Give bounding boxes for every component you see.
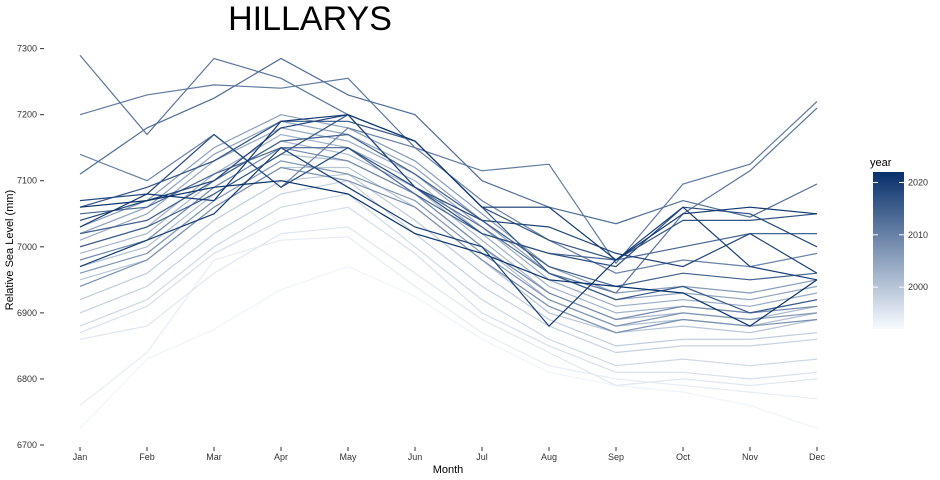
series-line-1996 [79, 206, 818, 380]
x-tick-label: Feb [139, 452, 155, 462]
series-line-2005 [79, 120, 818, 301]
series-line-2012 [79, 54, 818, 294]
x-tick-label: Jan [73, 452, 88, 462]
legend-colorbar [873, 172, 904, 329]
series-line-2021 [79, 114, 818, 261]
y-axis: 6700 6800 6900 7000 7100 7200 7300 [17, 44, 44, 450]
series-line-2006 [79, 114, 818, 294]
x-axis: Jan Feb Mar Apr May Jun Jul Aug Sep Oct Nov Dec [73, 447, 826, 462]
series-line-2018 [79, 133, 818, 268]
series-line-1999 [79, 173, 818, 347]
y-tick-label: 7200 [17, 110, 37, 120]
chart-title: HILLARYS [228, 0, 392, 38]
x-tick-label: Sep [608, 452, 624, 462]
y-tick-label: 6800 [17, 374, 37, 384]
series-lines [79, 54, 818, 430]
x-tick-label: Dec [809, 452, 826, 462]
legend-ticks: 2000 2010 2020 [873, 177, 928, 292]
x-tick-label: Oct [676, 452, 691, 462]
series-line-2014 [79, 147, 817, 261]
legend: year 2000 2010 2020 [870, 157, 928, 329]
x-tick-label: Nov [742, 452, 759, 462]
series-line-1997 [79, 193, 818, 367]
series-line-2009 [79, 147, 818, 321]
y-axis-title: Relative Sea Level (mm) [4, 190, 16, 310]
x-tick-label: Aug [541, 452, 557, 462]
y-tick-label: 7000 [17, 242, 37, 252]
legend-tick-label: 2010 [908, 230, 928, 240]
legend-title: year [870, 157, 892, 169]
series-line-1998 [79, 180, 818, 354]
series-line-2020 [79, 146, 818, 327]
x-tick-label: Mar [206, 452, 222, 462]
series-line-2004 [79, 127, 818, 307]
x-tick-label: Jun [408, 452, 423, 462]
series-line-2011 [79, 77, 818, 265]
series-line-1995 [79, 226, 818, 387]
series-line-2013 [79, 57, 818, 225]
series-line-1993 [79, 265, 818, 430]
y-tick-label: 7100 [17, 176, 37, 186]
y-tick-label: 6900 [17, 308, 37, 318]
series-line-2015 [79, 133, 818, 288]
y-tick-label: 6700 [17, 440, 37, 450]
x-axis-title: Month [433, 464, 464, 476]
x-tick-label: Apr [274, 452, 288, 462]
series-line-2022 [79, 180, 818, 327]
series-line-2008 [79, 166, 818, 334]
series-line-1994 [79, 236, 818, 406]
x-tick-label: May [339, 452, 357, 462]
x-tick-label: Jul [476, 452, 488, 462]
legend-tick-label: 2000 [908, 282, 928, 292]
legend-tick-label: 2020 [908, 177, 928, 187]
y-tick-label: 7300 [17, 44, 37, 54]
series-line-2003 [79, 133, 818, 314]
series-line-2019 [79, 114, 818, 274]
series-line-2007 [79, 160, 818, 327]
